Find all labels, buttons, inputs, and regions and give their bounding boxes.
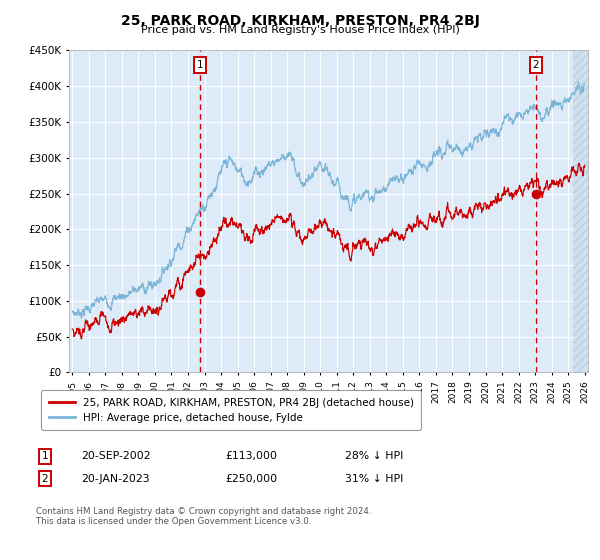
Text: 1: 1 (41, 451, 49, 461)
Text: 28% ↓ HPI: 28% ↓ HPI (345, 451, 403, 461)
Text: Contains HM Land Registry data © Crown copyright and database right 2024.
This d: Contains HM Land Registry data © Crown c… (36, 507, 371, 526)
Text: 31% ↓ HPI: 31% ↓ HPI (345, 474, 403, 484)
Bar (573, 50, 600, 372)
Text: 20-JAN-2023: 20-JAN-2023 (81, 474, 149, 484)
Text: £250,000: £250,000 (225, 474, 277, 484)
Text: 2: 2 (41, 474, 49, 484)
Text: 1: 1 (197, 60, 203, 69)
Legend: 25, PARK ROAD, KIRKHAM, PRESTON, PR4 2BJ (detached house), HPI: Average price, d: 25, PARK ROAD, KIRKHAM, PRESTON, PR4 2BJ… (41, 390, 421, 430)
Text: 25, PARK ROAD, KIRKHAM, PRESTON, PR4 2BJ: 25, PARK ROAD, KIRKHAM, PRESTON, PR4 2BJ (121, 14, 479, 28)
Text: 2: 2 (533, 60, 539, 69)
Text: 20-SEP-2002: 20-SEP-2002 (81, 451, 151, 461)
Text: £113,000: £113,000 (225, 451, 277, 461)
Text: Price paid vs. HM Land Registry's House Price Index (HPI): Price paid vs. HM Land Registry's House … (140, 25, 460, 35)
